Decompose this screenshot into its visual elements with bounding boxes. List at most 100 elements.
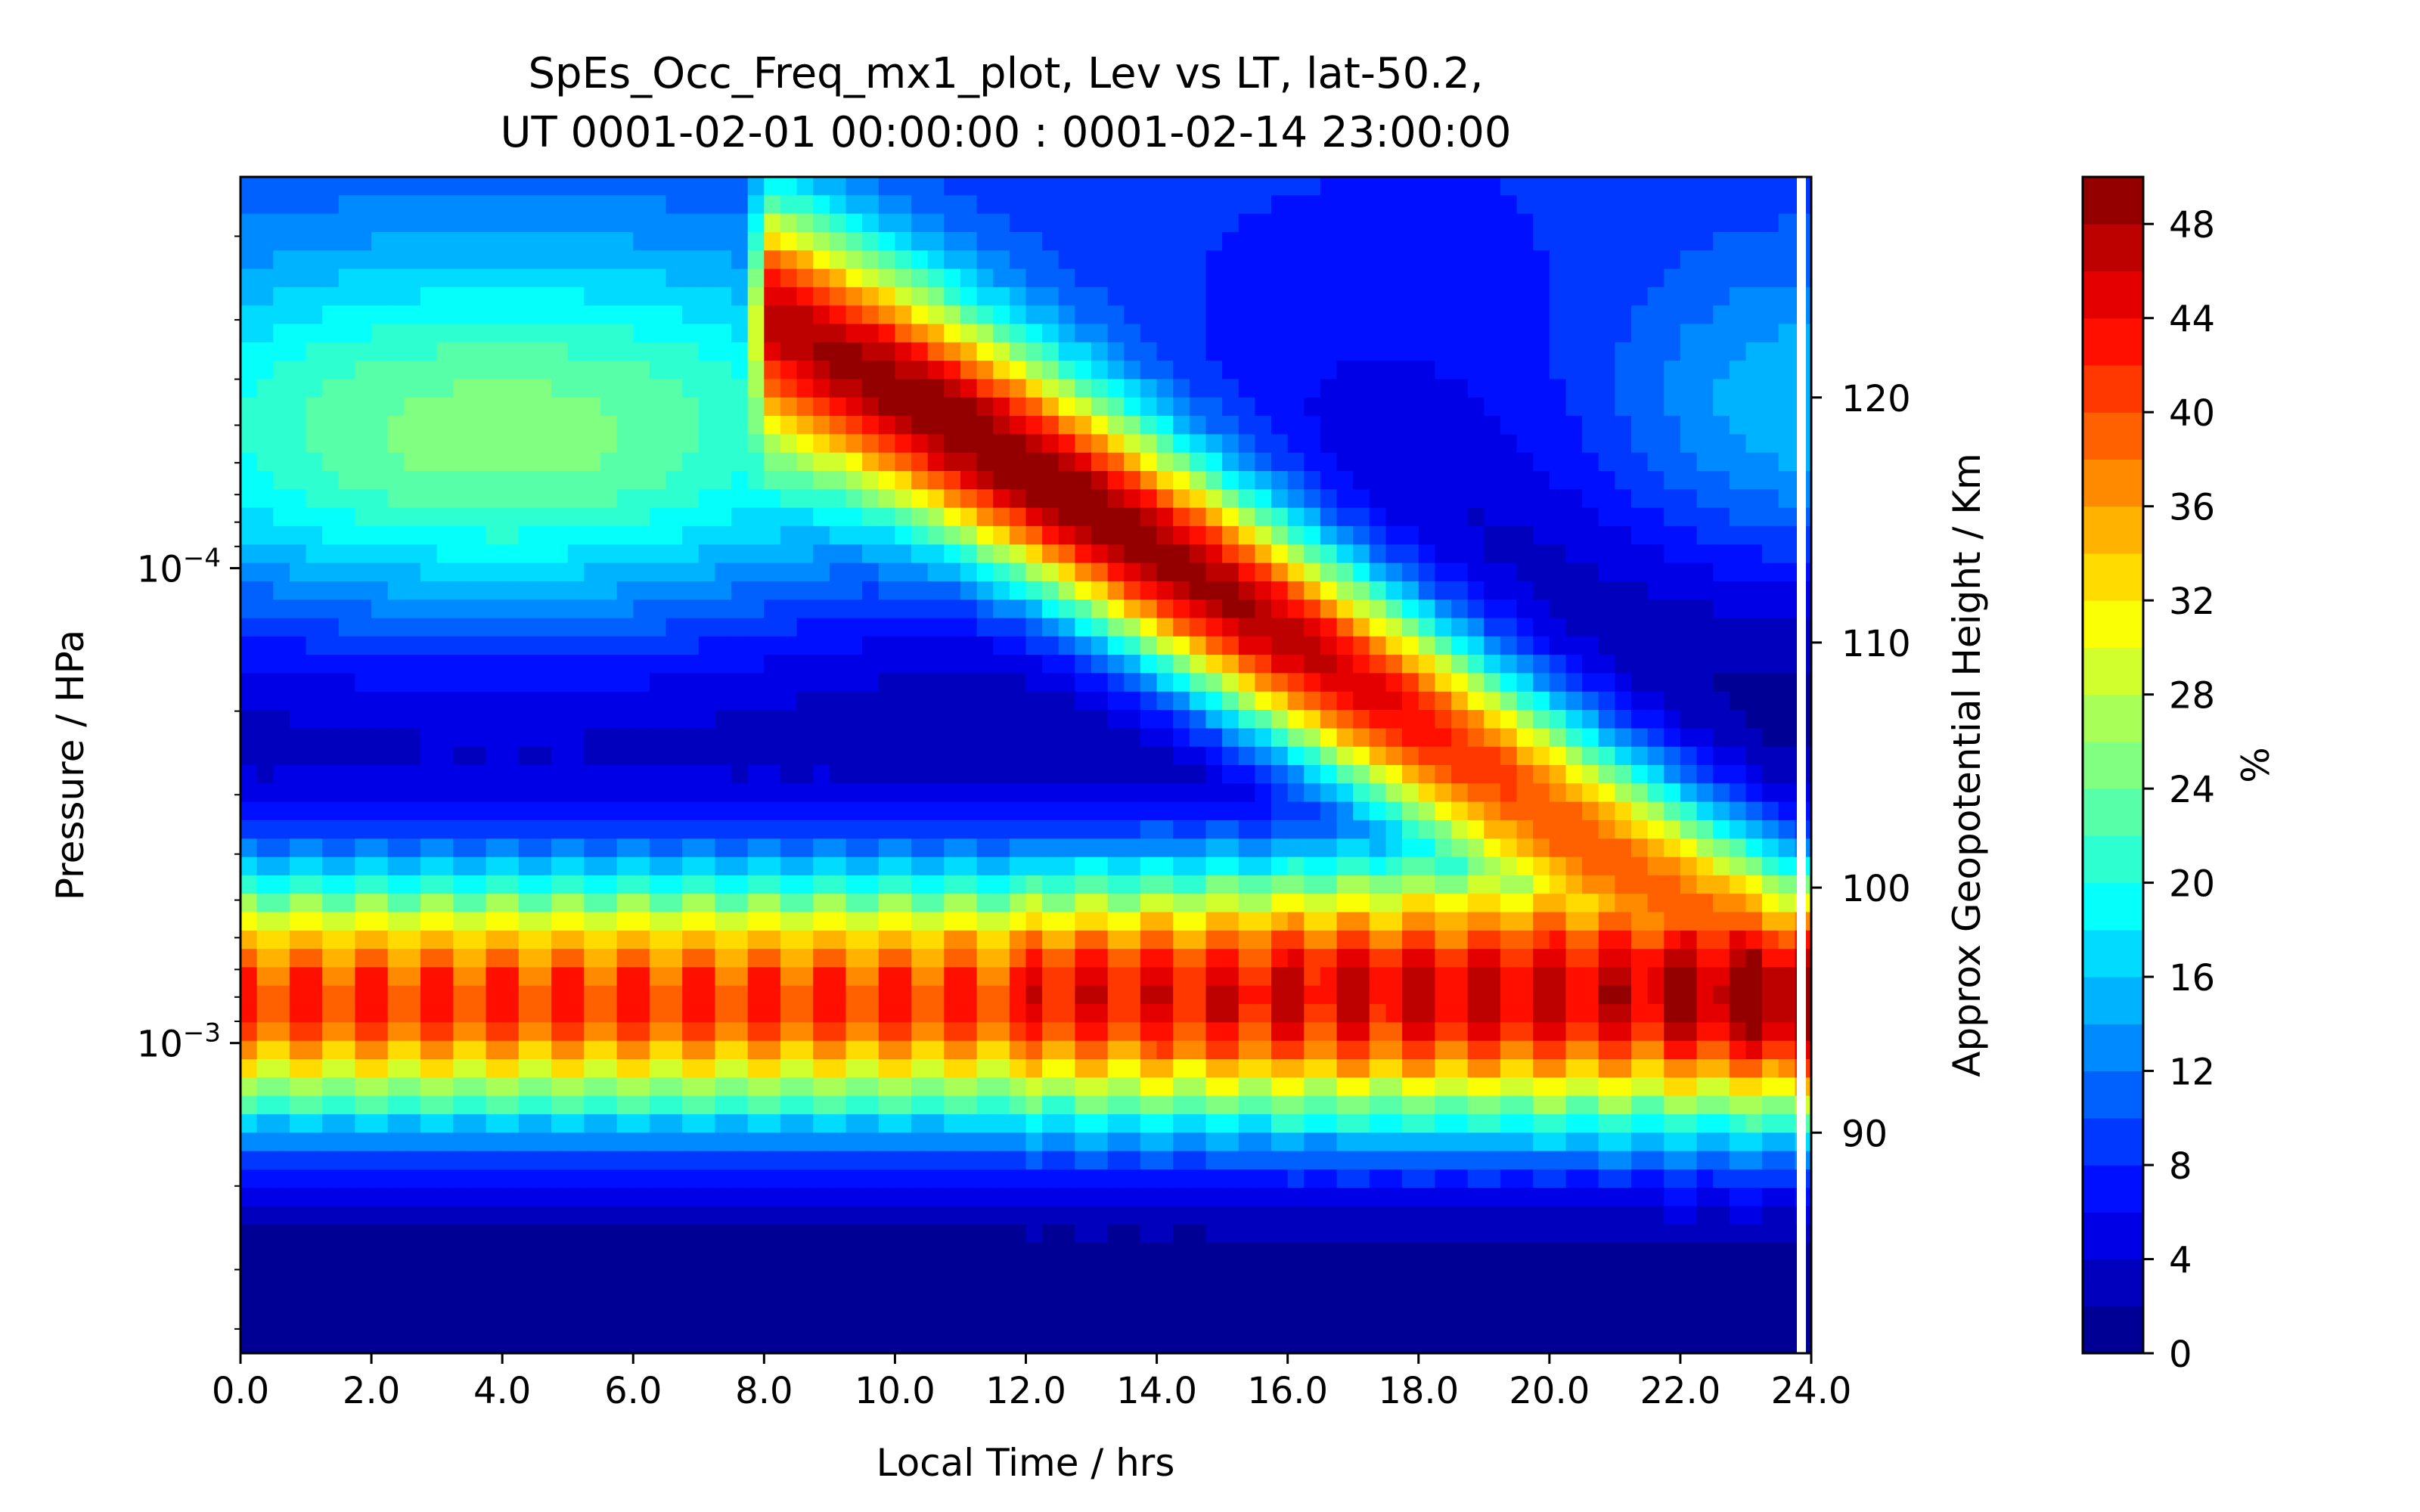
- contour-cell: [1205, 765, 1223, 784]
- contour-cell: [371, 1261, 389, 1281]
- contour-cell: [1402, 746, 1419, 766]
- contour-cell: [1255, 765, 1272, 784]
- contour-cell: [469, 783, 487, 803]
- contour-cell: [813, 489, 830, 509]
- contour-cell: [453, 801, 470, 821]
- contour-cell: [1189, 544, 1207, 564]
- contour-cell: [567, 507, 585, 527]
- contour-cell: [567, 820, 585, 839]
- contour-cell: [1385, 801, 1403, 821]
- contour-cell: [567, 434, 585, 454]
- contour-cell: [1336, 268, 1354, 288]
- contour-cell: [993, 894, 1010, 913]
- contour-cell: [338, 1188, 355, 1207]
- contour-cell: [731, 416, 749, 435]
- contour-cell: [976, 1022, 994, 1042]
- contour-cell: [747, 746, 765, 766]
- contour-cell: [1255, 452, 1272, 472]
- contour-cell: [371, 1114, 389, 1133]
- contour-cell: [764, 471, 781, 490]
- contour-cell: [567, 581, 585, 600]
- contour-cell: [1402, 636, 1419, 655]
- contour-cell: [796, 507, 814, 527]
- contour-cell: [993, 655, 1010, 674]
- contour-cell: [453, 985, 470, 1005]
- contour-cell: [256, 930, 274, 950]
- contour-cell: [1058, 949, 1075, 968]
- contour-cell: [1140, 434, 1158, 454]
- contour-cell: [355, 746, 372, 766]
- contour-cell: [1320, 728, 1338, 748]
- contour-cell: [1025, 305, 1043, 325]
- contour-cell: [813, 820, 830, 839]
- contour-cell: [1500, 250, 1518, 270]
- contour-cell: [1009, 471, 1027, 490]
- contour-cell: [813, 1334, 830, 1353]
- contour-cell: [535, 857, 552, 876]
- contour-cell: [1500, 673, 1518, 692]
- contour-cell: [1222, 930, 1239, 950]
- contour-cell: [1222, 1095, 1239, 1115]
- contour-cell: [420, 525, 438, 545]
- contour-cell: [927, 507, 945, 527]
- contour-cell: [993, 525, 1010, 545]
- contour-cell: [927, 231, 945, 251]
- contour-cell: [1369, 525, 1386, 545]
- contour-cell: [666, 1132, 683, 1152]
- contour-cell: [895, 1059, 912, 1078]
- contour-cell: [371, 379, 389, 398]
- contour-cell: [796, 287, 814, 306]
- contour-cell: [502, 231, 520, 251]
- contour-cell: [584, 949, 601, 968]
- contour-cell: [469, 673, 487, 692]
- contour-cell: [960, 268, 978, 288]
- contour-cell: [633, 1004, 650, 1023]
- contour-cell: [486, 875, 503, 894]
- contour-cell: [486, 1132, 503, 1152]
- contour-cell: [1402, 985, 1419, 1005]
- contour-cell: [387, 1188, 405, 1207]
- contour-cell: [1091, 342, 1109, 361]
- contour-cell: [240, 416, 258, 435]
- contour-cell: [256, 985, 274, 1005]
- contour-cell: [567, 1114, 585, 1133]
- contour-cell: [780, 1169, 798, 1188]
- contour-cell: [1336, 1206, 1354, 1225]
- contour-cell: [567, 1040, 585, 1060]
- contour-cell: [666, 746, 683, 766]
- contour-cell: [911, 912, 929, 931]
- contour-cell: [731, 177, 749, 196]
- contour-cell: [469, 967, 487, 987]
- contour-cell: [453, 1004, 470, 1023]
- contour-cell: [1369, 1059, 1386, 1078]
- contour-cell: [1336, 231, 1354, 251]
- contour-cell: [682, 562, 700, 582]
- contour-cell: [1058, 710, 1075, 729]
- contour-cell: [1336, 1004, 1354, 1023]
- contour-cell: [1500, 581, 1518, 600]
- contour-cell: [306, 1151, 323, 1170]
- contour-cell: [1189, 875, 1207, 894]
- contour-cell: [1467, 1004, 1485, 1023]
- contour-cell: [1320, 581, 1338, 600]
- contour-cell: [813, 636, 830, 655]
- contour-cell: [1336, 691, 1354, 711]
- contour-cell: [1255, 1022, 1272, 1042]
- contour-cell: [1500, 912, 1518, 931]
- contour-cell: [1238, 397, 1255, 417]
- contour-cell: [387, 655, 405, 674]
- contour-cell: [1042, 838, 1060, 858]
- contour-cell: [845, 985, 863, 1005]
- contour-cell: [960, 1132, 978, 1152]
- contour-cell: [1336, 434, 1354, 454]
- contour-cell: [453, 1243, 470, 1262]
- contour-cell: [1124, 1298, 1141, 1317]
- contour-cell: [420, 857, 438, 876]
- contour-cell: [567, 525, 585, 545]
- contour-cell: [993, 489, 1010, 509]
- contour-cell: [256, 967, 274, 987]
- contour-cell: [1435, 1022, 1452, 1042]
- contour-cell: [993, 1004, 1010, 1023]
- contour-cell: [993, 783, 1010, 803]
- contour-cell: [1385, 1132, 1403, 1152]
